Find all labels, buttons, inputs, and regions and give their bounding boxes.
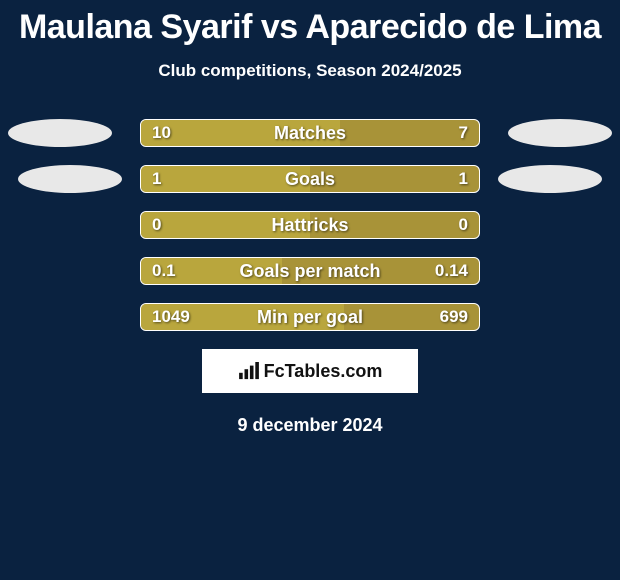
player-placeholder-left bbox=[8, 119, 112, 147]
bar-fill-left bbox=[141, 166, 310, 192]
player-placeholder-right bbox=[508, 119, 612, 147]
stats-chart: Matches107 Goals11 Hattricks00 Goals per ma… bbox=[0, 119, 620, 331]
player-placeholder-left bbox=[18, 165, 122, 193]
stat-bar bbox=[140, 119, 480, 147]
stat-bar bbox=[140, 165, 480, 193]
stat-bar bbox=[140, 303, 480, 331]
stat-bar bbox=[140, 211, 480, 239]
stat-row: Goals per match0.10.14 bbox=[0, 257, 620, 285]
bar-fill-left bbox=[141, 120, 340, 146]
stat-row: Min per goal1049699 bbox=[0, 303, 620, 331]
stat-row: Matches107 bbox=[0, 119, 620, 147]
subtitle: Club competitions, Season 2024/2025 bbox=[0, 61, 620, 81]
bar-fill-left bbox=[141, 304, 344, 330]
bar-chart-icon bbox=[238, 362, 260, 380]
comparison-infographic: Maulana Syarif vs Aparecido de Lima Club… bbox=[0, 0, 620, 436]
page-title: Maulana Syarif vs Aparecido de Lima bbox=[0, 8, 620, 47]
brand-badge: FcTables.com bbox=[202, 349, 418, 393]
bar-fill-left bbox=[141, 258, 282, 284]
stat-row: Hattricks00 bbox=[0, 211, 620, 239]
player-placeholder-right bbox=[498, 165, 602, 193]
date-label: 9 december 2024 bbox=[0, 415, 620, 436]
stat-bar bbox=[140, 257, 480, 285]
stat-row: Goals11 bbox=[0, 165, 620, 193]
brand-label: FcTables.com bbox=[264, 361, 383, 382]
bar-fill-left bbox=[141, 212, 310, 238]
